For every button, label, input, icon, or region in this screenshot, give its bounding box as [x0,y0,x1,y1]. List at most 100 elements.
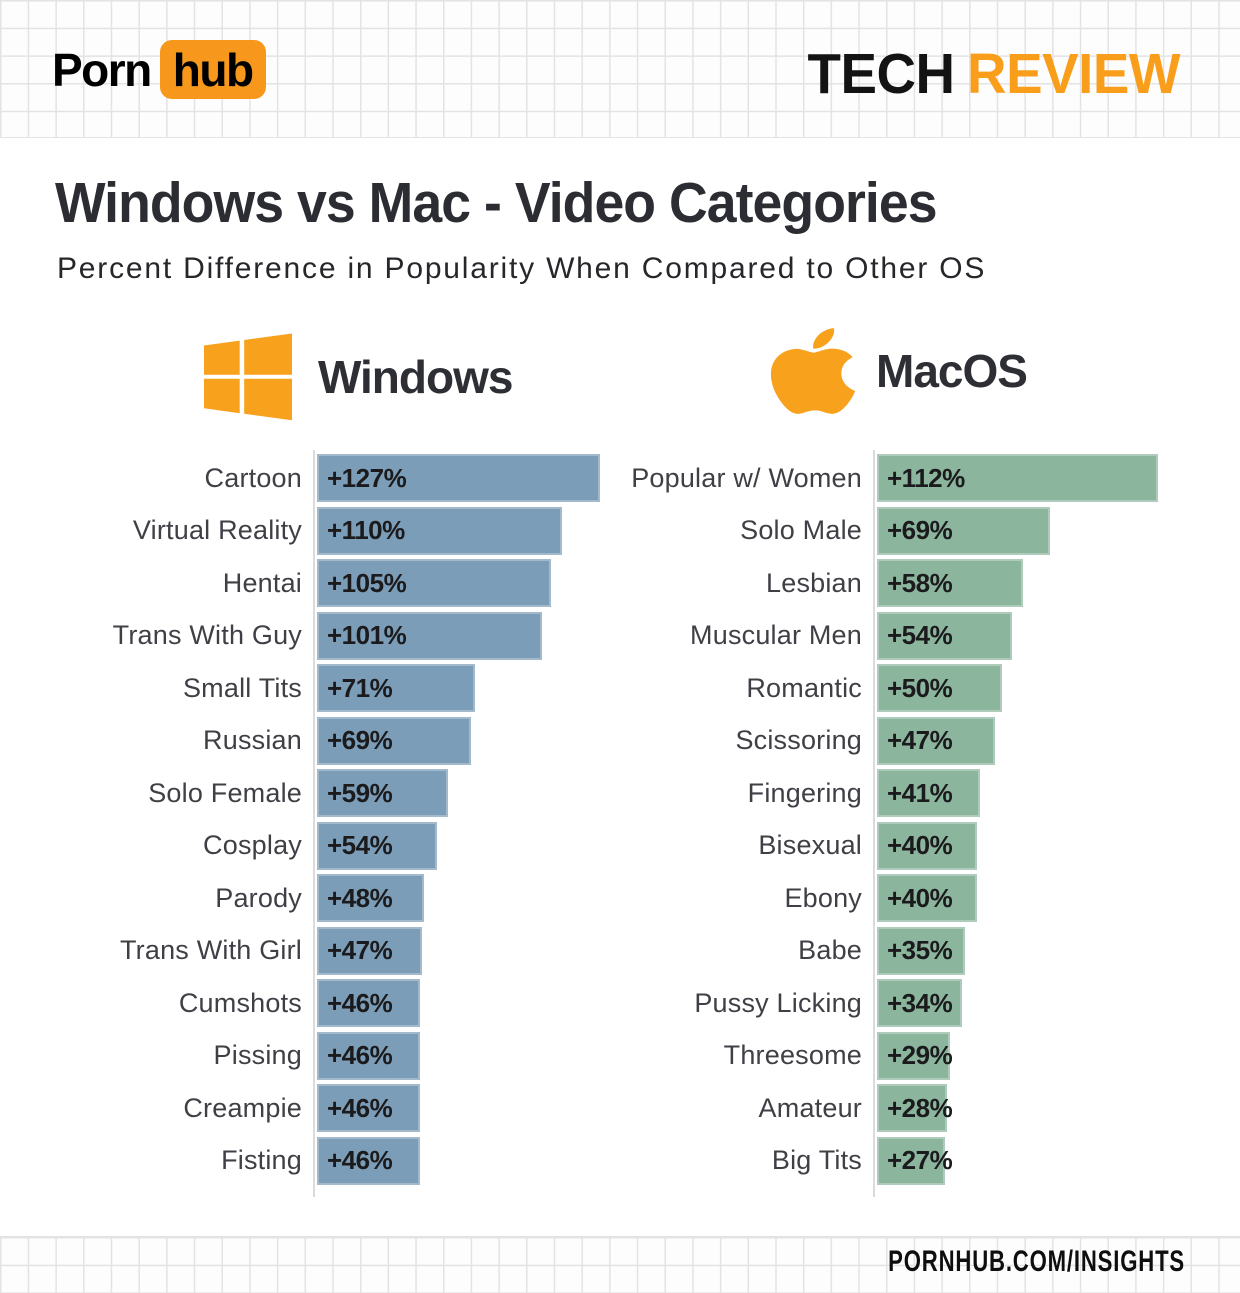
value-label: +46% [327,1040,393,1071]
bar-zone: +40% [877,821,977,870]
category-label: Cumshots [178,987,302,1018]
category-label: Cartoon [204,462,302,493]
value-label: +48% [327,882,393,913]
value-label: +27% [887,1145,953,1176]
bar-zone: +46% [317,1084,420,1133]
bar-zone: +69% [317,716,471,765]
macos-section-header: MacOS [770,322,1028,420]
bar: +50% [877,664,1002,713]
bar: +47% [877,716,995,765]
bar: +29% [877,1031,953,1080]
chart-row: Romantic +50% [560,662,1158,715]
bar: +69% [877,506,1050,555]
chart-row: Creampie +46% [0,1082,600,1135]
bar: +41% [877,769,980,818]
category-label: Amateur [758,1092,862,1123]
bar-zone: +54% [877,611,1012,660]
category-label: Parody [215,882,302,913]
chart-row: Bisexual +40% [560,820,1158,873]
bar: +69% [317,716,471,765]
bar-zone: +105% [317,559,551,608]
category-label: Bisexual [758,830,862,861]
bar-zone: +34% [877,979,962,1028]
value-label: +58% [887,567,953,598]
bar-zone: +35% [877,926,965,975]
bar-zone: +54% [317,821,437,870]
windows-bar-chart: Cartoon +127% Virtual Reality +110% Hentai +1… [0,452,600,1187]
chart-row: Babe +35% [560,925,1158,978]
value-label: +40% [887,882,953,913]
chart-row: Cosplay +54% [0,820,600,873]
bar: +112% [877,454,1158,503]
bar: +71% [317,664,475,713]
value-label: +54% [887,620,953,651]
macos-chart-axis [873,450,875,1197]
category-label: Trans With Girl [119,935,302,966]
category-label: Threesome [723,1040,862,1071]
bar-zone: +41% [877,769,980,818]
value-label: +29% [887,1040,953,1071]
category-label: Muscular Men [690,620,862,651]
value-label: +41% [887,777,953,808]
category-label: Cosplay [203,830,302,861]
value-label: +47% [887,725,953,756]
chart-row: Solo Female +59% [0,767,600,820]
chart-row: Parody +48% [0,872,600,925]
value-label: +50% [887,672,953,703]
bar-zone: +46% [317,1031,420,1080]
category-label: Trans With Guy [112,620,302,651]
bar: +46% [317,1084,420,1133]
bar-zone: +59% [317,769,448,818]
bar: +54% [317,821,437,870]
category-label: Lesbian [766,567,862,598]
chart-row: Cumshots +46% [0,977,600,1030]
value-label: +105% [327,567,407,598]
category-label: Hentai [222,567,302,598]
category-label: Solo Female [148,777,302,808]
value-label: +112% [887,462,965,493]
chart-row: Hentai +105% [0,557,600,610]
masthead-review: REVIEW [967,42,1180,106]
chart-row: Lesbian +58% [560,557,1158,610]
macos-bar-chart: Popular w/ Women +112% Solo Male +69% Lesbia… [560,452,1158,1187]
bar: +28% [877,1084,953,1133]
bar-zone: +48% [317,874,424,923]
value-label: +34% [887,987,953,1018]
value-label: +59% [327,777,393,808]
chart-row: Trans With Girl +47% [0,925,600,978]
value-label: +40% [887,830,953,861]
category-label: Babe [798,935,862,966]
windows-section-header: Windows [203,333,513,421]
bar: +59% [317,769,448,818]
category-label: Small Tits [182,672,302,703]
bar: +35% [877,926,965,975]
bar-zone: +110% [317,506,562,555]
category-label: Popular w/ Women [631,462,862,493]
chart-row: Muscular Men +54% [560,610,1158,663]
chart-row: Popular w/ Women +112% [560,452,1158,505]
pornhub-logo-hub: hub [159,40,266,99]
bar-zone: +28% [877,1084,953,1133]
bar: +46% [317,1031,420,1080]
page-title: Windows vs Mac - Video Categories [55,171,938,235]
bar-zone: +47% [877,716,995,765]
value-label: +46% [327,987,393,1018]
bottom-grid-band [0,1236,1240,1293]
bar-zone: +101% [317,611,542,660]
chart-row: Russian +69% [0,715,600,768]
category-label: Ebony [784,882,862,913]
bar: +46% [317,1136,420,1185]
category-label: Scissoring [735,725,862,756]
value-label: +28% [887,1092,953,1123]
bar-zone: +40% [877,874,977,923]
windows-label: Windows [318,351,513,403]
bar-zone: +69% [877,506,1050,555]
bar-zone: +71% [317,664,475,713]
windows-logo-icon [204,333,292,421]
category-label: Creampie [183,1092,302,1123]
chart-row: Small Tits +71% [0,662,600,715]
chart-row: Threesome +29% [560,1030,1158,1083]
pornhub-logo: Porn hub [52,40,266,99]
bar: +101% [317,611,542,660]
category-label: Romantic [746,672,862,703]
